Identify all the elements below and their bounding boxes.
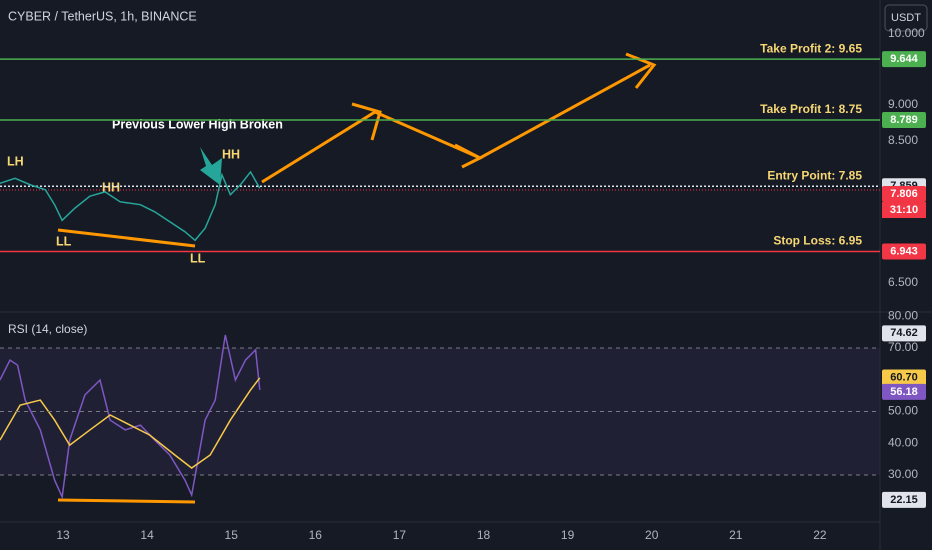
price-tag-label: 7.806 [890, 188, 918, 200]
annotation: LL [190, 251, 206, 265]
x-tick-label: 22 [813, 528, 827, 542]
price-tag-label: 74.62 [890, 327, 918, 339]
y-tick-label: 70.00 [888, 340, 918, 354]
divergence-line [57, 228, 196, 248]
price-tag [882, 243, 926, 260]
arrowhead [454, 143, 484, 169]
annotation: LH [7, 154, 24, 168]
level-label: Entry Point: 7.85 [767, 168, 862, 182]
series-line [0, 334, 261, 500]
annotation: HH [102, 180, 120, 194]
rsi-title: RSI (14, close) [8, 322, 87, 336]
series-line [0, 170, 261, 242]
y-tick-label: 30.00 [888, 467, 918, 481]
y-tick-label: 80.00 [888, 308, 918, 322]
annotation: Previous Lower High Broken [112, 117, 283, 131]
price-tag-label: 8.789 [890, 114, 918, 126]
arrowhead [625, 52, 657, 89]
x-tick-label: 20 [645, 528, 659, 542]
symbol-title: CYBER / TetherUS, 1h, BINANCE [8, 9, 197, 23]
ma-line [0, 377, 261, 469]
y-tick-label: 40.00 [888, 435, 918, 449]
annotation: HH [222, 147, 240, 161]
x-tick-label: 19 [561, 528, 575, 542]
x-tick-label: 21 [729, 528, 743, 542]
currency[interactable]: USDT [891, 12, 921, 24]
price-tag [882, 325, 926, 342]
price-tag-label: 22.15 [890, 494, 918, 506]
x-tick-label: 14 [140, 528, 154, 542]
price-tag [882, 491, 926, 508]
y-tick-label: 8.500 [888, 133, 918, 147]
level-label: Take Profit 2: 9.65 [760, 41, 862, 55]
x-tick-label: 17 [393, 528, 407, 542]
y-tick-label: 50.00 [888, 404, 918, 418]
price-tag [882, 112, 926, 129]
countdown-bg [882, 202, 926, 219]
arrows [57, 52, 657, 504]
level-label: Stop Loss: 6.95 [773, 234, 862, 248]
price-tag [882, 51, 926, 68]
x-tick-label: 15 [225, 528, 239, 542]
price-tag-label: 56.18 [890, 386, 918, 398]
pointer [200, 147, 222, 185]
level-label: Take Profit 1: 8.75 [760, 102, 862, 116]
x-tick-label: 16 [309, 528, 323, 542]
countdown: 31:10 [890, 204, 918, 216]
y-tick-label: 10.000 [888, 26, 925, 40]
price-tag-label: 60.70 [890, 371, 918, 383]
projection-path [261, 63, 651, 184]
y-tick-label: 9.000 [888, 97, 918, 111]
currency-button[interactable] [884, 4, 928, 32]
x-tick-label: 13 [56, 528, 70, 542]
price-tag [882, 383, 926, 400]
price-tag [882, 369, 926, 386]
price-tag-label: 9.644 [890, 53, 918, 65]
x-tick-label: 18 [477, 528, 491, 542]
divergence-line [57, 498, 196, 504]
price-tag [882, 186, 926, 203]
price-tag-label: 6.943 [890, 245, 918, 257]
y-tick-label: 6.500 [888, 275, 918, 289]
arrowhead [351, 102, 382, 141]
annotation: LL [56, 234, 72, 248]
